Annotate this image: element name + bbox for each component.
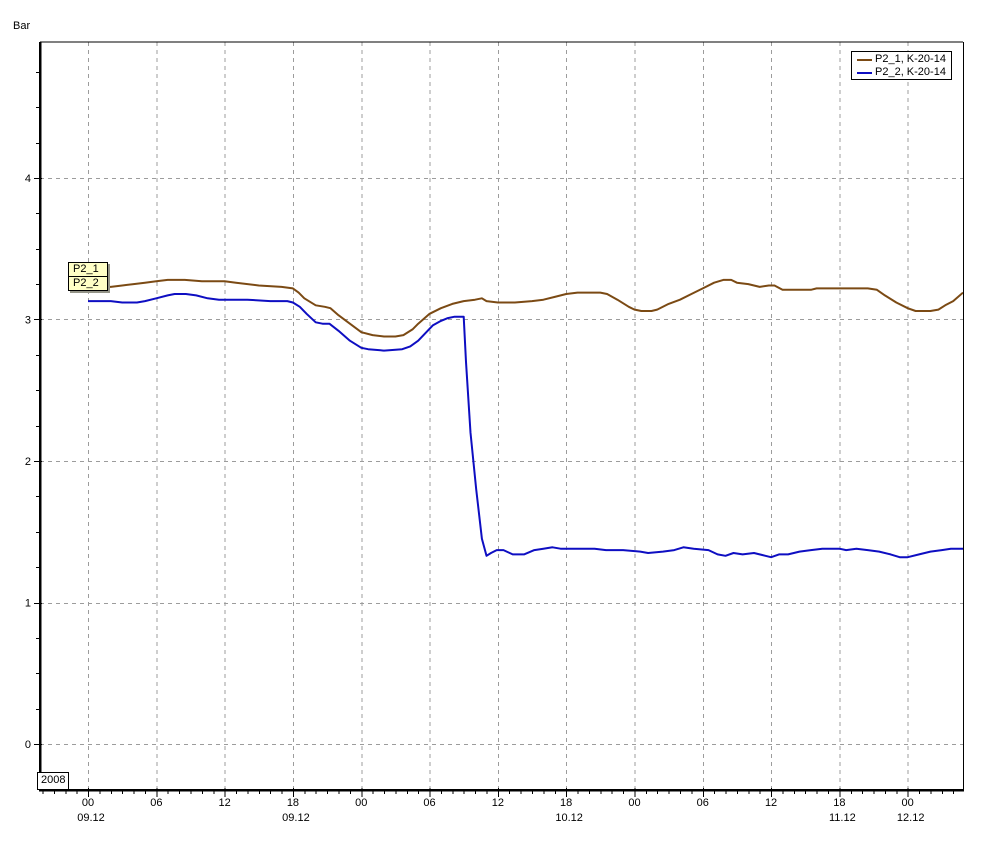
y-axis-unit-label: Bar (13, 20, 31, 32)
legend-label: P2_1, K-20-14 (875, 53, 946, 65)
x-tick-label: 18 (560, 797, 572, 809)
y-tick-label: 3 (25, 314, 31, 326)
x-date-label: 11.12 (829, 812, 856, 824)
x-tick-label: 12 (492, 797, 504, 809)
legend-label: P2_2, K-20-14 (875, 66, 946, 78)
x-date-label: 10.12 (555, 812, 583, 824)
series-curve-p2_2 (88, 293, 963, 559)
x-date-label: 12.12 (897, 812, 925, 824)
y-tick-label: 2 (25, 456, 31, 468)
series-tag-box-group: P2_1 P2_2 (68, 262, 108, 291)
x-tick-label: 00 (902, 797, 914, 809)
x-tick-label: 00 (82, 797, 94, 809)
year-label-box: 2008 (37, 772, 70, 790)
y-tick-label: 1 (25, 598, 31, 610)
y-tick-label: 4 (25, 173, 31, 185)
x-date-label: 09.12 (77, 812, 105, 824)
x-tick-label: 12 (765, 797, 777, 809)
legend-item-p2-1: P2_1, K-20-14 (852, 53, 951, 66)
x-date-label: 09.12 (282, 812, 310, 824)
x-tick-label: 00 (628, 797, 640, 809)
legend-line-sample-p2-1 (857, 58, 872, 61)
legend-box: P2_1, K-20-14 P2_2, K-20-14 (851, 51, 952, 80)
series-curve-p2_1 (88, 278, 963, 338)
series-tag-p2-1: P2_1 (68, 262, 108, 277)
x-tick-label: 06 (150, 797, 162, 809)
x-tick-label: 12 (219, 797, 231, 809)
series-tag-p2-2: P2_2 (68, 276, 108, 291)
y-tick-label: 0 (25, 739, 31, 751)
x-tick-label: 06 (697, 797, 709, 809)
x-tick-label: 18 (833, 797, 845, 809)
x-tick-label: 00 (355, 797, 367, 809)
x-tick-label: 18 (287, 797, 299, 809)
x-tick-label: 06 (423, 797, 435, 809)
legend-item-p2-2: P2_2, K-20-14 (852, 66, 951, 79)
legend-line-sample-p2-2 (857, 71, 872, 74)
